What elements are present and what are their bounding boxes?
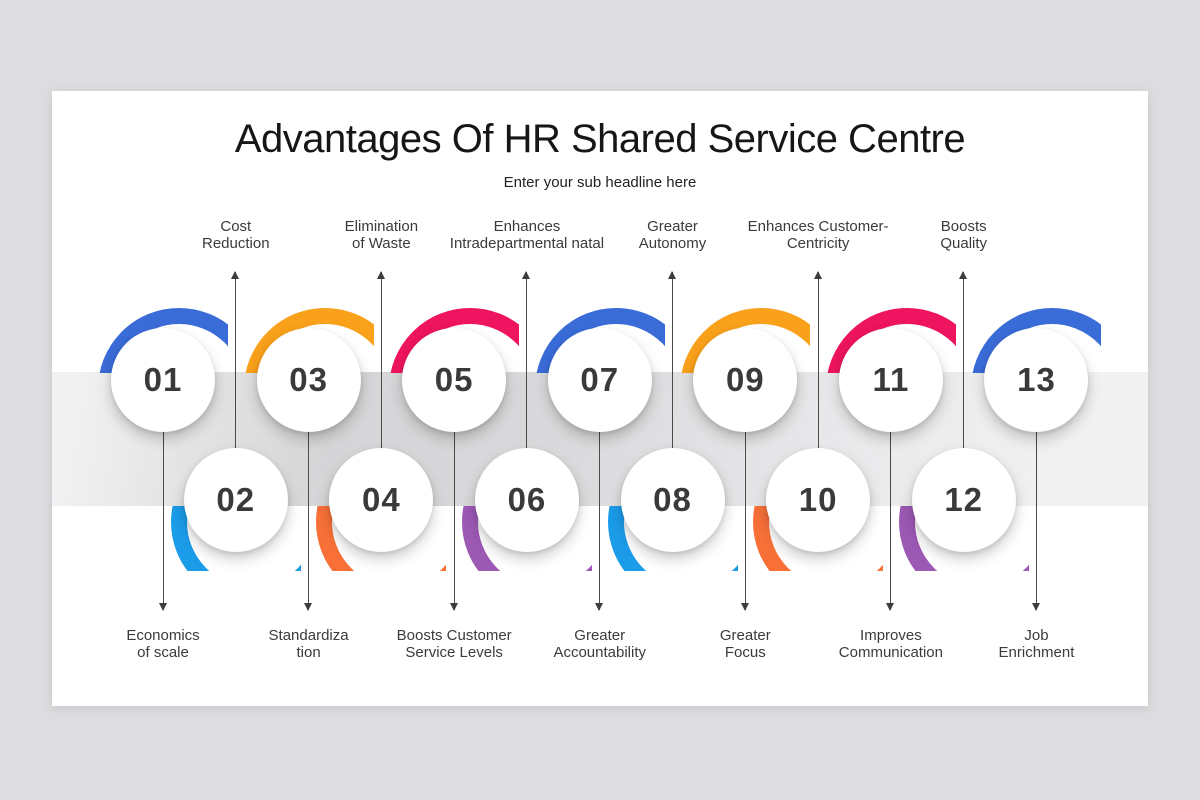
connector-arrow-icon <box>158 381 167 611</box>
item-number: 04 <box>362 481 401 518</box>
item-number: 06 <box>507 481 547 518</box>
item-number: 09 <box>725 361 765 398</box>
item-number: 13 <box>1017 361 1056 398</box>
item-circle: 07 <box>547 328 652 432</box>
item-number: 05 <box>434 361 474 398</box>
item-circle: 01 <box>111 328 215 432</box>
item-label-line: Service Levels <box>405 644 503 661</box>
item-number: 07 <box>580 361 620 398</box>
connector-arrow-icon <box>522 271 531 502</box>
item-label: Greater Autonomy <box>578 218 768 252</box>
item-label-line: Boosts Customer <box>396 627 512 644</box>
item-label: Economics of scale <box>68 627 258 661</box>
slide-subtitle: Enter your sub headline here <box>503 174 697 191</box>
item-label-line: Quality <box>940 235 988 252</box>
item-label-line: Enhances Customer- <box>747 218 889 235</box>
item-circle: 09 <box>693 328 798 432</box>
item-number: 08 <box>653 481 692 518</box>
item-number: 02 <box>216 481 256 518</box>
item-arc <box>753 506 884 571</box>
item-arc <box>316 506 447 571</box>
item-arc <box>607 506 738 571</box>
item-label-line: Boosts <box>940 218 987 235</box>
item-circle: 03 <box>256 328 361 432</box>
item-label: Elimination of Waste <box>286 218 476 252</box>
item-label-line: Improves <box>860 627 922 644</box>
item-label: Job Enrichment <box>941 627 1131 661</box>
item-arc <box>680 308 811 373</box>
item-label: Boosts Customer Service Levels <box>359 627 549 661</box>
item-label: Standardiza tion <box>214 627 404 661</box>
item-arc <box>534 308 665 373</box>
connector-arrow-icon <box>813 271 822 502</box>
item-number: 10 <box>798 481 838 518</box>
item-label: Greater Focus <box>650 627 840 661</box>
item-label-line: Greater <box>574 627 626 644</box>
connector-arrow-icon <box>740 381 749 611</box>
item-circle: 04 <box>329 448 434 552</box>
item-label-line: Elimination <box>344 218 419 235</box>
item-arc <box>898 506 1029 571</box>
item-arc <box>461 506 592 571</box>
item-circle: 05 <box>402 328 507 432</box>
item-circle: 12 <box>911 448 1016 552</box>
item-circle: 06 <box>474 448 579 552</box>
item-circle: 13 <box>984 328 1089 432</box>
connector-arrow-icon <box>595 381 604 611</box>
connector-arrow-icon <box>449 381 458 611</box>
connector-arrow-icon <box>231 271 240 502</box>
item-label: Cost Reduction <box>141 218 331 252</box>
item-label: Improves Communication <box>796 627 986 661</box>
item-label-line: of scale <box>137 644 189 661</box>
item-label: Boosts Quality <box>869 218 1059 252</box>
item-circle: 08 <box>620 448 725 552</box>
item-number: 12 <box>944 481 984 518</box>
item-arc <box>98 308 228 373</box>
item-label-line: Communication <box>838 644 943 661</box>
item-label-line: Intradepartmental natal <box>449 235 605 252</box>
item-number: 11 <box>872 361 910 398</box>
connector-arrow-icon <box>886 381 895 611</box>
connector-arrow-icon <box>304 381 313 611</box>
item-label-line: Reduction <box>202 235 270 252</box>
item-label: Enhances Intradepartmental natal <box>432 218 622 252</box>
item-label-line: tion <box>296 644 321 661</box>
item-label-line: Economics <box>126 627 200 644</box>
item-label-line: Enrichment <box>998 644 1075 661</box>
slide-title: Advantages Of HR Shared Service Centre <box>234 117 966 161</box>
item-arc <box>243 308 374 373</box>
item-label-line: Cost <box>220 218 252 235</box>
item-label: Greater Accountability <box>505 627 695 661</box>
item-label-line: of Waste <box>352 235 411 252</box>
slide-card: Advantages Of HR Shared Service Centre E… <box>52 91 1148 706</box>
item-label: Enhances Customer- Centricity <box>723 218 913 252</box>
connector-arrow-icon <box>668 271 677 502</box>
item-label-line: Enhances <box>493 218 561 235</box>
connector-arrow-icon <box>959 271 968 502</box>
item-label-line: Standardiza <box>268 627 349 644</box>
item-label-line: Accountability <box>553 644 647 661</box>
item-arc <box>170 506 301 571</box>
item-label-line: Centricity <box>786 235 850 252</box>
item-label-line: Focus <box>724 644 766 661</box>
item-number: 03 <box>289 361 328 398</box>
item-arc <box>971 308 1102 373</box>
item-label-line: Job <box>1024 627 1049 644</box>
item-number: 01 <box>143 361 183 398</box>
item-label-line: Autonomy <box>638 235 707 252</box>
item-arc <box>389 308 520 373</box>
connector-arrow-icon <box>376 271 385 502</box>
item-circle: 11 <box>838 328 943 432</box>
item-circle: 10 <box>766 448 871 552</box>
item-circle: 02 <box>183 448 288 552</box>
connector-arrow-icon <box>1031 381 1040 611</box>
item-label-line: Greater <box>647 218 698 235</box>
item-label-line: Greater <box>719 627 771 644</box>
item-arc <box>825 308 956 373</box>
